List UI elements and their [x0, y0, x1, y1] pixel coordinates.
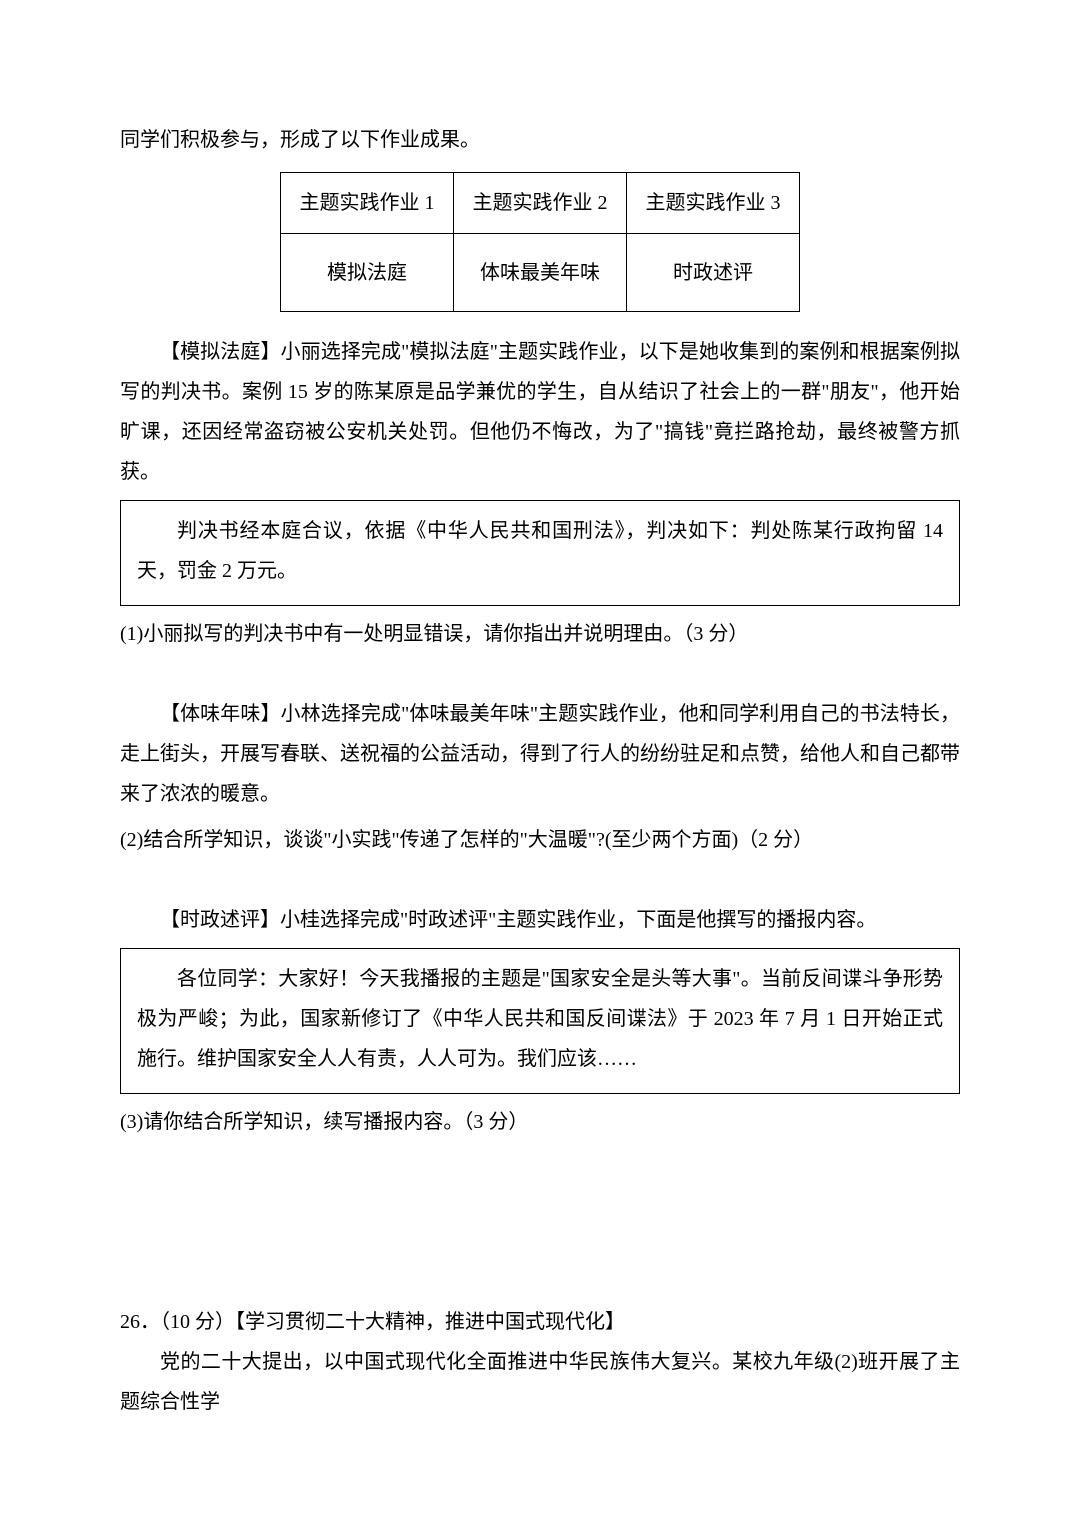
- question-26-number: 26．（10 分）【学习贯彻二十大精神，推进中国式现代化】: [120, 1302, 960, 1342]
- question-26-body: 党的二十大提出，以中国式现代化全面推进中华民族伟大复兴。某校九年级(2)班开展了…: [120, 1342, 960, 1422]
- broadcast-box: 各位同学：大家好！今天我播报的主题是"国家安全是头等大事"。当前反间谍斗争形势极…: [120, 948, 960, 1094]
- section2-para: 【体味年味】小林选择完成"体味最美年味"主题实践作业，他和同学利用自己的书法特长…: [120, 694, 960, 814]
- table-header-cell: 主题实践作业 3: [627, 173, 800, 234]
- practice-table: 主题实践作业 1 主题实践作业 2 主题实践作业 3 模拟法庭 体味最美年味 时…: [280, 172, 800, 312]
- section3-intro: 【时政述评】小桂选择完成"时政述评"主题实践作业，下面是他撰写的播报内容。: [120, 900, 960, 940]
- table-cell: 时政述评: [627, 234, 800, 312]
- verdict-box: 判决书经本庭合议，依据《中华人民共和国刑法》，判决如下：判处陈某行政拘留 14 …: [120, 500, 960, 606]
- table-row: 模拟法庭 体味最美年味 时政述评: [281, 234, 800, 312]
- verdict-text: 判决书经本庭合议，依据《中华人民共和国刑法》，判决如下：判处陈某行政拘留 14 …: [137, 511, 943, 591]
- table-header-cell: 主题实践作业 2: [454, 173, 627, 234]
- table-header-row: 主题实践作业 1 主题实践作业 2 主题实践作业 3: [281, 173, 800, 234]
- table-cell: 体味最美年味: [454, 234, 627, 312]
- question-2: (2)结合所学知识，谈谈"小实践"传递了怎样的"大温暖"?(至少两个方面)（2 …: [120, 820, 960, 860]
- question-1: (1)小丽拟写的判决书中有一处明显错误，请你指出并说明理由。（3 分）: [120, 614, 960, 654]
- table-cell: 模拟法庭: [281, 234, 454, 312]
- practice-table-container: 主题实践作业 1 主题实践作业 2 主题实践作业 3 模拟法庭 体味最美年味 时…: [120, 172, 960, 312]
- question-3: (3)请你结合所学知识，续写播报内容。（3 分）: [120, 1102, 960, 1142]
- broadcast-text: 各位同学：大家好！今天我播报的主题是"国家安全是头等大事"。当前反间谍斗争形势极…: [137, 959, 943, 1079]
- intro-text: 同学们积极参与，形成了以下作业成果。: [120, 120, 960, 160]
- section1-para: 【模拟法庭】小丽选择完成"模拟法庭"主题实践作业，以下是她收集到的案例和根据案例…: [120, 332, 960, 492]
- table-header-cell: 主题实践作业 1: [281, 173, 454, 234]
- blank-space: [120, 1142, 960, 1302]
